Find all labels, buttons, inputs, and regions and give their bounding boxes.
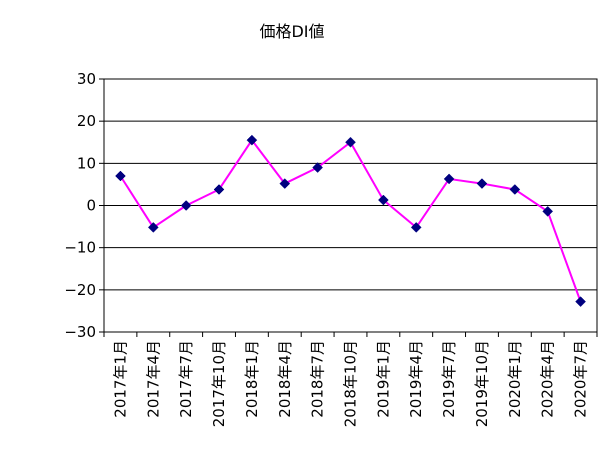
y-axis: 30 20 10 0 −10 −20 −30 bbox=[64, 70, 104, 341]
x-tick-label: 2019年10月 bbox=[473, 340, 491, 427]
data-point bbox=[509, 184, 521, 195]
x-tick-label: 2018年1月 bbox=[243, 340, 261, 418]
data-point bbox=[279, 178, 291, 189]
data-point bbox=[345, 136, 356, 148]
data-point bbox=[213, 184, 225, 195]
data-point bbox=[180, 200, 192, 211]
gridlines bbox=[104, 78, 597, 333]
data-point bbox=[443, 173, 455, 185]
y-tick-label: 0 bbox=[86, 197, 96, 215]
chart-title: 価格DI値 bbox=[259, 22, 324, 41]
data-point bbox=[147, 222, 159, 233]
series-line bbox=[119, 138, 582, 302]
data-point bbox=[378, 194, 389, 206]
y-tick-label: −30 bbox=[64, 323, 96, 341]
x-tick-label: 2020年1月 bbox=[506, 340, 524, 418]
data-point bbox=[542, 206, 554, 217]
x-tick-label: 2018年4月 bbox=[276, 340, 294, 418]
x-tick-label: 2017年4月 bbox=[144, 340, 162, 418]
x-tick-label: 2019年4月 bbox=[407, 340, 425, 418]
y-tick-label: −20 bbox=[64, 281, 96, 299]
y-tick-label: −10 bbox=[64, 239, 96, 257]
data-point bbox=[246, 134, 258, 146]
data-point bbox=[312, 162, 323, 173]
x-tick-label: 2017年7月 bbox=[177, 340, 195, 418]
y-tick-label: 20 bbox=[77, 112, 96, 130]
x-tick-label: 2018年7月 bbox=[309, 340, 327, 418]
x-tick-label: 2018年10月 bbox=[342, 340, 360, 427]
data-point bbox=[115, 170, 126, 182]
data-point bbox=[410, 222, 422, 233]
series-group bbox=[115, 134, 586, 307]
x-tick-label: 2019年1月 bbox=[374, 340, 392, 418]
x-tick-label: 2017年10月 bbox=[210, 340, 228, 427]
y-tick-label: 30 bbox=[77, 70, 96, 88]
y-tick-label: 10 bbox=[77, 154, 96, 172]
x-tick-label: 2020年7月 bbox=[572, 340, 590, 418]
x-tick-label: 2020年4月 bbox=[539, 340, 557, 418]
x-axis: 2017年1月 2017年4月 2017年7月 2017年10月 2018年1月 2018… bbox=[103, 332, 598, 427]
data-point bbox=[575, 296, 586, 307]
x-tick-label: 2017年1月 bbox=[111, 340, 129, 418]
data-point bbox=[476, 178, 488, 189]
x-tick-label: 2019年7月 bbox=[440, 340, 458, 418]
